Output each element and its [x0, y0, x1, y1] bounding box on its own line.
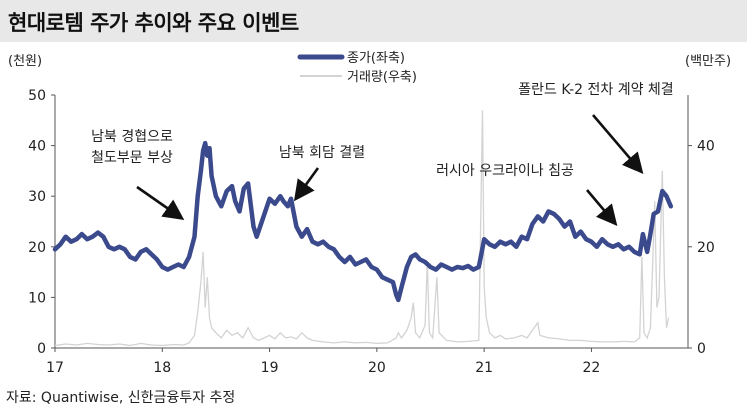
y-left-tick-label: 20 [28, 240, 46, 256]
source-note: 자료: Quantiwise, 신한금융투자 추정 [6, 390, 236, 406]
annotation-text-1: 남북 경협으로 [91, 129, 173, 145]
left-axis-title: (천원) [8, 54, 43, 69]
title-bar [0, 0, 747, 42]
y-left-tick-label: 50 [28, 88, 46, 104]
annotation-text-1: 철도부문 부상 [91, 150, 173, 166]
y-right-tick-label: 40 [697, 139, 715, 155]
annotation-arrow-3 [586, 189, 618, 226]
annotation-arrow-1 [136, 185, 185, 220]
y-left-tick-label: 10 [28, 290, 46, 306]
right-axis-title: (백만주) [685, 54, 732, 69]
y-left-tick-label: 0 [37, 341, 46, 357]
x-tick-label: 20 [368, 360, 386, 376]
series-line-volume [54, 110, 670, 347]
annotation-text-4: 폴란드 K-2 전차 계약 체결 [518, 82, 673, 98]
annotation-text-3: 러시아 우크라이나 침공 [436, 163, 574, 179]
y-right-tick-label: 0 [697, 341, 706, 357]
annotation-arrow-4 [592, 114, 644, 174]
chart-title: 현대로템 주가 추이와 주요 이벤트 [8, 11, 299, 35]
x-tick-label: 18 [153, 360, 171, 376]
annotation-text-2: 남북 회담 결렬 [279, 145, 365, 161]
y-left-tick-label: 40 [28, 139, 46, 155]
x-tick-label: 17 [46, 360, 64, 376]
x-tick-label: 21 [475, 360, 493, 376]
legend-label-volume: 거래량(우축) [347, 70, 417, 85]
x-tick-label: 22 [583, 360, 601, 376]
legend-label-price: 종가(좌축) [347, 51, 405, 66]
y-right-tick-label: 20 [697, 240, 715, 256]
annotation-arrow-2 [293, 167, 320, 202]
y-left-tick-label: 30 [28, 189, 46, 205]
x-tick-label: 19 [261, 360, 279, 376]
series-line-price [52, 140, 674, 303]
